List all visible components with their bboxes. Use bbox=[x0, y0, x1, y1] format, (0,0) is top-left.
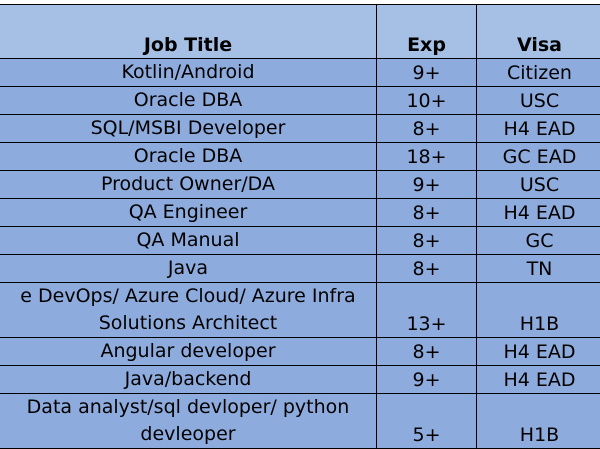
exp-cell[interactable]: 18+ bbox=[377, 143, 477, 171]
visa-cell[interactable]: GC bbox=[477, 227, 600, 255]
job-title-line: e DevOps/ Azure Cloud/ Azure Infra bbox=[0, 283, 376, 310]
visa-cell[interactable]: TN bbox=[477, 255, 600, 283]
job-title-cell[interactable]: Oracle DBA bbox=[0, 87, 377, 115]
visa-cell[interactable]: H4 EAD bbox=[477, 115, 600, 143]
job-title-cell[interactable]: QA Manual bbox=[0, 227, 377, 255]
header-exp[interactable]: Exp bbox=[377, 5, 477, 59]
exp-cell[interactable]: 8+ bbox=[377, 115, 477, 143]
exp-cell[interactable]: 8+ bbox=[377, 227, 477, 255]
job-title-cell[interactable]: SQL/MSBI Developer bbox=[0, 115, 377, 143]
header-job-title[interactable]: Job Title bbox=[0, 5, 377, 59]
exp-cell[interactable]: 13+ bbox=[377, 283, 477, 338]
job-title-line: Oracle DBA bbox=[0, 143, 376, 170]
job-title-line: Solutions Architect bbox=[0, 310, 376, 337]
job-title-cell[interactable]: Java bbox=[0, 255, 377, 283]
job-title-line: Java bbox=[0, 255, 376, 282]
visa-cell[interactable]: Citizen bbox=[477, 59, 600, 87]
exp-cell[interactable]: 9+ bbox=[377, 366, 477, 394]
job-title-line: devleoper bbox=[0, 421, 376, 448]
job-title-line: Product Owner/DA bbox=[0, 171, 376, 198]
job-title-cell[interactable]: Oracle DBA bbox=[0, 143, 377, 171]
job-title-line: Angular developer bbox=[0, 338, 376, 365]
exp-cell[interactable]: 9+ bbox=[377, 171, 477, 199]
exp-cell[interactable]: 9+ bbox=[377, 59, 477, 87]
exp-cell[interactable]: 10+ bbox=[377, 87, 477, 115]
visa-cell[interactable]: H4 EAD bbox=[477, 338, 600, 366]
header-visa[interactable]: Visa bbox=[477, 5, 600, 59]
job-title-cell[interactable]: Product Owner/DA bbox=[0, 171, 377, 199]
job-title-cell[interactable]: Java/backend bbox=[0, 366, 377, 394]
exp-cell[interactable]: 8+ bbox=[377, 199, 477, 227]
job-title-line: Oracle DBA bbox=[0, 87, 376, 114]
job-title-line: Data analyst/sql devloper/ python bbox=[0, 394, 376, 421]
visa-cell[interactable]: USC bbox=[477, 171, 600, 199]
visa-cell[interactable]: H1B bbox=[477, 394, 600, 449]
job-title-line: Java/backend bbox=[0, 366, 376, 393]
job-title-line: Kotlin/Android bbox=[0, 59, 376, 86]
job-title-line: QA Manual bbox=[0, 227, 376, 254]
job-title-line: QA Engineer bbox=[0, 199, 376, 226]
job-title-cell[interactable]: QA Engineer bbox=[0, 199, 377, 227]
exp-cell[interactable]: 8+ bbox=[377, 338, 477, 366]
exp-cell[interactable]: 5+ bbox=[377, 394, 477, 449]
visa-cell[interactable]: H1B bbox=[477, 283, 600, 338]
exp-cell[interactable]: 8+ bbox=[377, 255, 477, 283]
header-row: Job Title Exp Visa bbox=[0, 5, 600, 59]
visa-cell[interactable]: GC EAD bbox=[477, 143, 600, 171]
visa-cell[interactable]: H4 EAD bbox=[477, 199, 600, 227]
job-title-cell[interactable]: Kotlin/Android bbox=[0, 59, 377, 87]
job-title-cell[interactable]: Angular developer bbox=[0, 338, 377, 366]
visa-cell[interactable]: H4 EAD bbox=[477, 366, 600, 394]
visa-cell[interactable]: USC bbox=[477, 87, 600, 115]
job-title-line: SQL/MSBI Developer bbox=[0, 115, 376, 142]
